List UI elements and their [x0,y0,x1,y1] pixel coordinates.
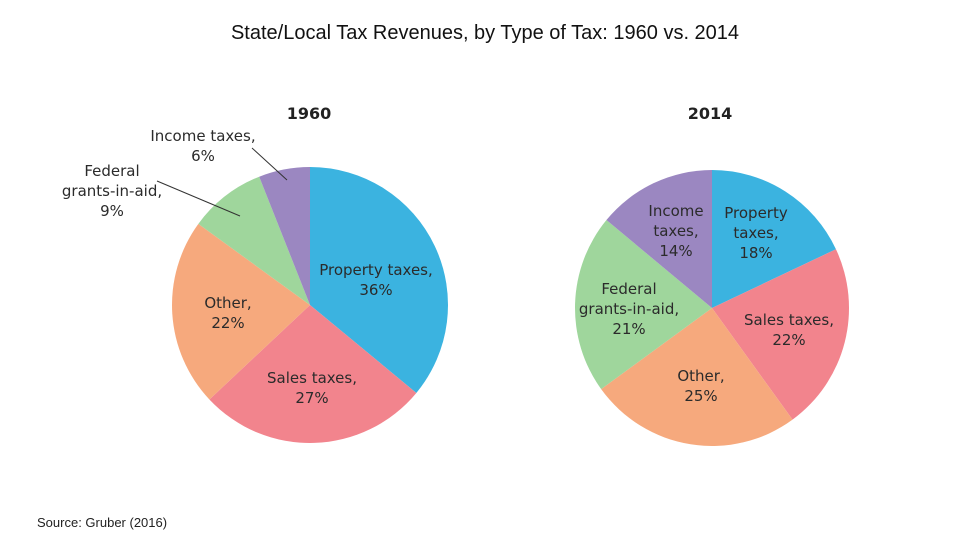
pie-slice-1960-federal [198,176,310,305]
slice-label-2014-federal: Federal grants-in-aid, 21% [579,280,679,338]
pie-slice-2014-income [606,170,712,308]
leader-line-1960-income [251,147,288,181]
source-note: Source: Gruber (2016) [37,515,168,530]
pie-slice-1960-other [172,223,310,400]
pie-slice-2014-federal [575,220,712,390]
slice-label-2014-sales: Sales taxes, 22% [744,311,834,349]
pie-chart-title-1960: 1960 [287,104,332,123]
slice-label-1960-federal: Federal grants-in-aid, 9% [62,162,162,220]
slice-label-1960-other: Other, 22% [204,294,251,332]
slice-label-1960-sales: Sales taxes, 27% [267,369,357,407]
pie-chart-1960: 1960 Property taxes, 36% Sales taxes, 27% Oth… [62,104,448,444]
slice-label-2014-other: Other, 25% [677,367,724,405]
pie-slice-1960-sales [209,305,417,444]
pie-slice-2014-property [712,170,836,308]
pie-chart-2014: 2014 Property taxes, 18% Sales taxes, 22% Othe… [575,104,849,446]
leader-line-1960-federal [156,180,241,217]
pie-chart-title-2014: 2014 [688,104,733,123]
pie-slice-2014-other [601,308,793,446]
slice-label-1960-income: Income taxes, 6% [150,127,255,165]
page-title: State/Local Tax Revenues, by Type of Tax… [230,22,740,44]
pie-slice-1960-income [259,167,310,305]
slice-label-2014-property: Property taxes, 18% [724,204,788,262]
slice-label-1960-property: Property taxes, 36% [319,261,433,299]
pie-slice-1960-property [310,167,448,393]
slice-label-2014-income: Income taxes, 14% [648,202,703,260]
pie-slice-2014-sales [712,249,849,420]
